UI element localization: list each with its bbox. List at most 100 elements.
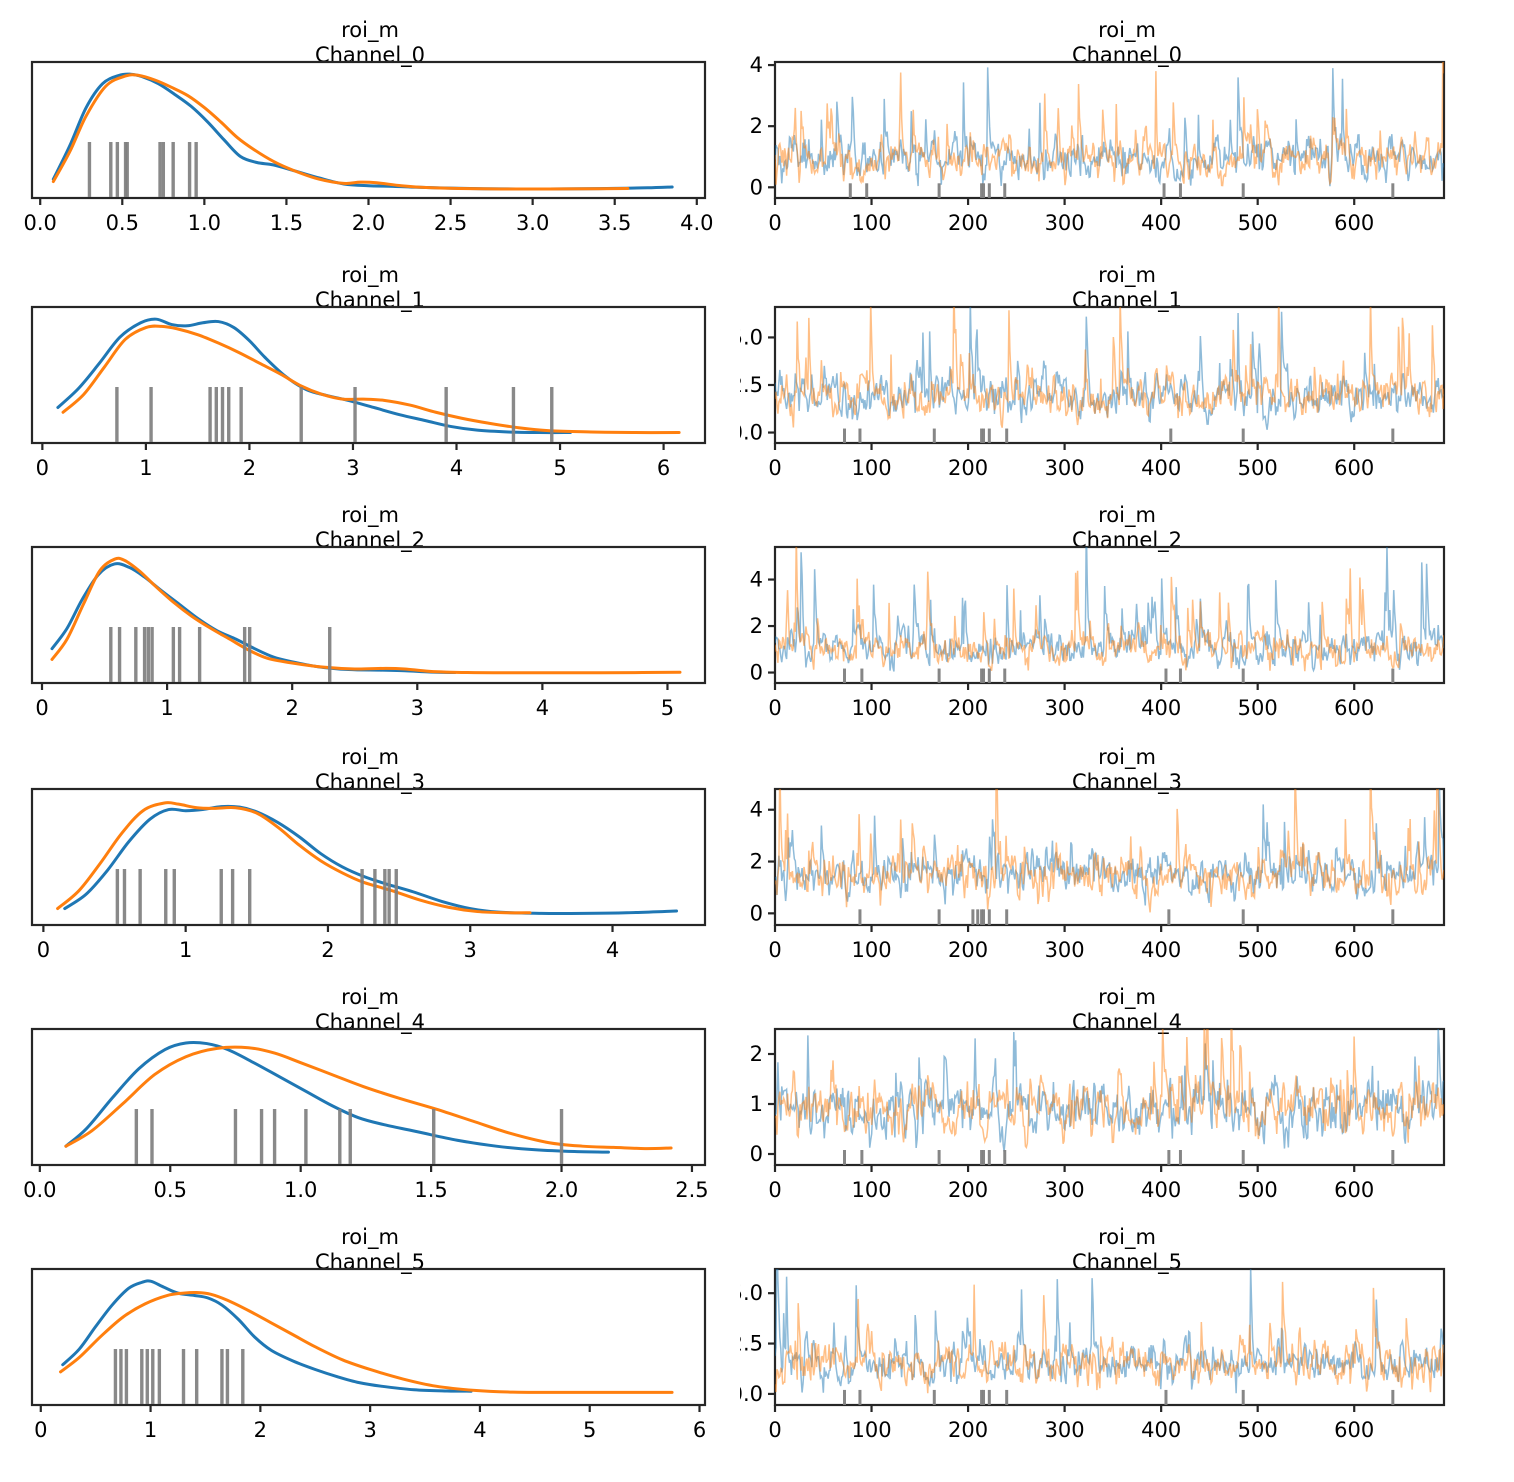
plot-area-row1-right: 0 100 200 300 400 500 600 0.0 2.5 5.0 [740,305,1446,480]
x-tick-label: 300 [1045,456,1085,480]
title-line-1: roi_m [1098,985,1156,1009]
y-tick-label: 2 [750,1042,763,1066]
subplot-row3-right: roi_m Channel_3 0 100 200 300 400 500 600 0 2 4 [740,727,1514,972]
plot-area-row1-left: 0 1 2 3 4 5 6 [30,305,707,480]
x-tick-label: 100 [851,696,891,720]
subplot-row1-left: roi_m Channel_1 0 1 2 3 4 5 6 [0,245,740,490]
axes-frame [773,787,1446,927]
x-tick-label: 1 [179,938,192,962]
x-tick-label: 400 [1141,696,1181,720]
y-tick-label: 4 [750,568,763,592]
x-tick-label: 500 [1238,696,1278,720]
x-tick-label: 4 [536,696,549,720]
x-tick-label: 500 [1238,211,1278,235]
subplot-row5-right: roi_mChannel_501002003004005006000.02.55… [740,1207,1514,1452]
kde-curve-blue [63,804,679,915]
kde-curve-orange [51,73,630,191]
x-tick-label: 1 [160,696,173,720]
y-tick-label: 5.0 [740,325,763,349]
axes-frame [30,787,707,927]
x-tick-label: 3 [346,456,359,480]
plot-area-row5-right: 0 100 200 300 400 500 600 0.0 2.5 5.0 [740,1267,1446,1442]
x-tick-label: 2 [254,1418,267,1442]
plot-area-row4-left: 0.0 0.5 1.0 1.5 2.0 2.5 [23,1027,709,1202]
x-tick-label: 100 [851,1178,891,1202]
title-line-1: roi_m [341,18,399,42]
x-tick-label: 1 [144,1418,157,1442]
kde-curve-orange [61,324,681,435]
x-tick-label: 200 [948,938,988,962]
x-tick-label: 200 [948,211,988,235]
x-tick-label: 0 [768,696,781,720]
x-tick-label: 400 [1141,456,1181,480]
title-line-1: roi_m [1098,18,1156,42]
y-tick-label: 0.0 [740,421,763,445]
x-tick-label: 2.5 [434,211,467,235]
y-tick-label: 4 [750,53,763,77]
y-tick-label: 1 [750,1092,763,1116]
x-tick-label: 0.0 [24,211,57,235]
title-line-1: roi_m [341,1225,399,1249]
timeseries-trace-orange [775,789,1444,913]
y-tick-label: 5.0 [740,1281,763,1305]
plot-area-row4-right: 0 100 200 300 400 500 600 0 1 2 [750,1027,1446,1202]
subplot-row4-right: roi_m Channel_4 0 100 200 300 400 500 600 0 1 2 [740,967,1514,1212]
kde-curve-orange [64,1045,673,1151]
axes-frame [773,1027,1446,1167]
x-tick-label: 0 [768,1178,781,1202]
subplot-row2-right: roi_m Channel_2 0 100 200 300 400 500 600 0 2 4 [740,485,1514,730]
title-line-1: roi_m [1098,503,1156,527]
x-tick-label: 1.0 [188,211,221,235]
x-tick-label: 300 [1045,1178,1085,1202]
y-tick-label: 2.5 [740,1332,763,1356]
x-tick-label: 100 [851,456,891,480]
x-tick-label: 300 [1045,938,1085,962]
title-line-1: roi_m [1098,745,1156,769]
x-tick-label: 600 [1334,696,1374,720]
x-tick-label: 4 [473,1418,486,1442]
x-tick-label: 0.5 [154,1178,187,1202]
y-tick-label: 2 [750,850,763,874]
timeseries-trace-blue [775,1029,1444,1152]
x-tick-label: 600 [1334,1178,1374,1202]
y-tick-label: 0.0 [740,1382,763,1406]
x-tick-label: 3 [411,696,424,720]
x-tick-label: 2 [243,456,256,480]
x-tick-label: 100 [851,1418,891,1442]
title-line-1: roi_m [341,503,399,527]
x-tick-label: 400 [1141,938,1181,962]
axes-frame [30,545,707,685]
subplot-row5-left: roi_m Channel_5 0 1 2 3 4 5 6 [0,1207,740,1452]
x-tick-label: 400 [1141,1178,1181,1202]
x-tick-label: 200 [948,456,988,480]
x-tick-label: 6 [657,456,670,480]
title-line-1: roi_m [1098,1225,1156,1249]
plot-area-row3-left: 0 1 2 3 4 [30,787,707,962]
timeseries-trace-orange [775,547,1444,672]
x-tick-label: 0 [768,211,781,235]
x-tick-label: 300 [1045,1418,1085,1442]
axes-frame [773,305,1446,445]
x-tick-label: 100 [851,211,891,235]
plot-area-row2-right: 0 100 200 300 400 500 600 0 2 4 [750,545,1446,720]
x-tick-label: 0 [768,1418,781,1442]
x-tick-label: 4 [450,456,463,480]
axes-frame [30,1027,707,1167]
kde-curve-orange [56,801,532,915]
title-line-1: roi_m [341,745,399,769]
x-tick-label: 1.0 [284,1178,317,1202]
x-tick-label: 4.0 [680,211,713,235]
timeseries-trace-orange [775,62,1444,187]
x-tick-label: 0 [768,456,781,480]
timeseries-trace-orange [775,307,1444,428]
x-tick-label: 1.5 [414,1178,447,1202]
kde-curve-blue [61,1279,473,1393]
y-tick-label: 0 [750,175,763,199]
y-tick-label: 2 [750,114,763,138]
axes-frame [773,545,1446,685]
x-tick-label: 500 [1238,1178,1278,1202]
x-tick-label: 400 [1141,1418,1181,1442]
x-tick-label: 1.5 [270,211,303,235]
x-tick-label: 600 [1334,1418,1374,1442]
